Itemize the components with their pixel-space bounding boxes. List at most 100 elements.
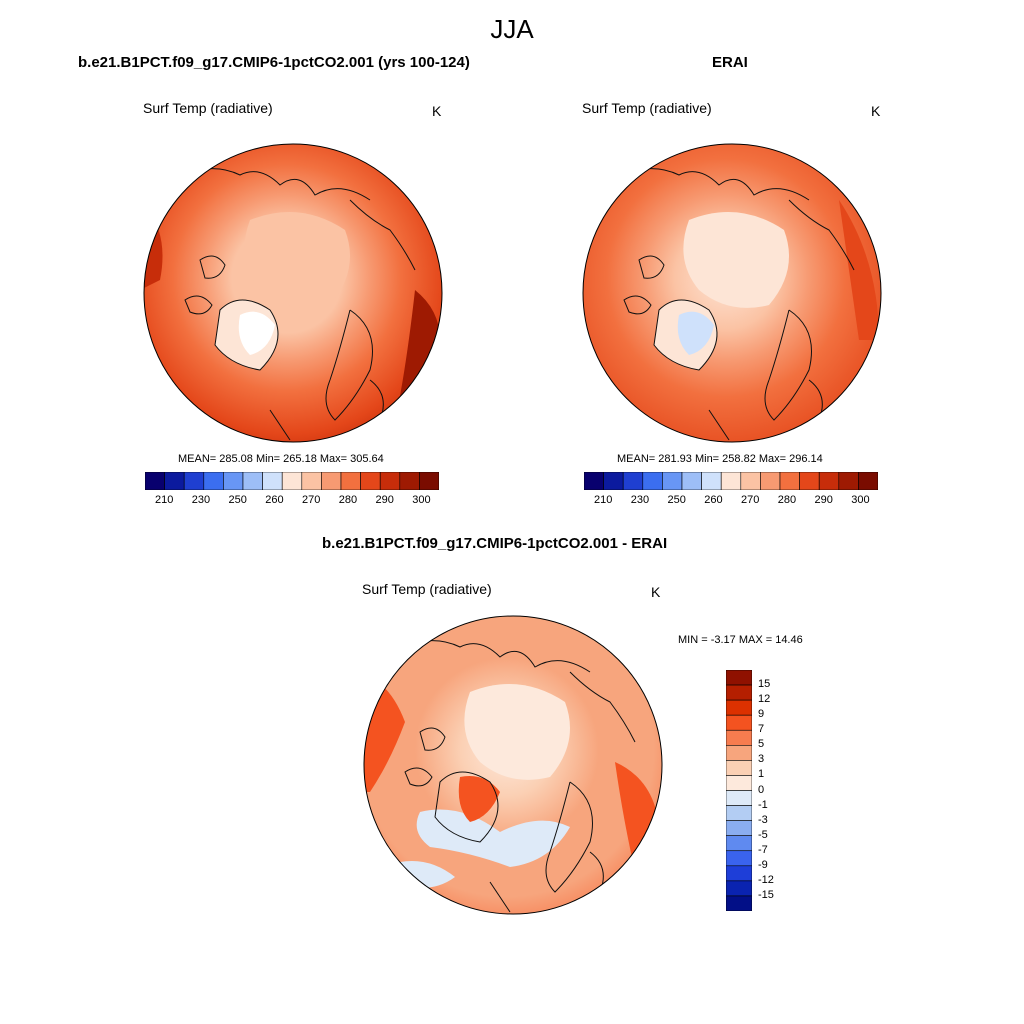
diff-colorbar-swatch — [726, 670, 752, 686]
diff-colorbar-swatch — [726, 820, 752, 836]
erai-units-label: K — [871, 103, 881, 119]
model-colorbar-swatch — [242, 472, 263, 490]
model-variable-label: Surf Temp (radiative) — [143, 100, 273, 116]
erai-colorbar-swatch — [799, 472, 820, 490]
model-colorbar-swatch — [321, 472, 342, 490]
model-colorbar-swatch — [399, 472, 420, 490]
model-warm-region-west — [144, 200, 163, 290]
diff-cool-region — [416, 809, 570, 867]
erai-colorbar-swatch — [818, 472, 840, 490]
diff-colorbar-swatch — [726, 880, 752, 897]
diff-units-label: K — [651, 584, 661, 600]
erai-colorbar-ticks: 210 230 250 260 270 280 290 300 — [584, 494, 878, 508]
diff-colorbar-tick: 3 — [758, 753, 765, 766]
diff-colorbar-tick: 0 — [758, 783, 765, 796]
diff-colorbar-tick: -9 — [758, 858, 768, 871]
erai-colorbar-tick: 270 — [741, 494, 760, 506]
model-arctic-ocean — [244, 212, 350, 308]
diff-panel-heading: b.e21.B1PCT.f09_g17.CMIP6-1pctCO2.001 - … — [322, 535, 668, 552]
erai-colorbar-tick: 290 — [814, 494, 833, 506]
erai-map-border — [582, 143, 882, 443]
model-colorbar-ticks: 210 230 250 260 270 280 290 300 — [145, 494, 439, 508]
erai-colorbar-swatch — [701, 472, 722, 490]
model-colorbar-swatch — [281, 472, 303, 490]
model-colorbar-tick: 210 — [155, 494, 174, 506]
model-colorbar-tick: 260 — [265, 494, 284, 506]
erai-colorbar-tick: 260 — [704, 494, 723, 506]
diff-colorbar-swatch — [726, 835, 752, 852]
diff-colorbar-tick: -3 — [758, 813, 768, 826]
model-stats-label: MEAN= 285.08 Min= 265.18 Max= 305.64 — [178, 453, 384, 465]
erai-colorbar-swatch — [584, 472, 604, 490]
model-polar-map — [143, 143, 443, 443]
model-colorbar-swatch — [183, 472, 205, 490]
erai-colorbar-swatch — [681, 472, 702, 490]
erai-colorbar-swatch — [779, 472, 800, 490]
model-coastlines — [169, 168, 416, 441]
diff-colorbar-tick: 5 — [758, 738, 765, 751]
diff-colorbar-tick: -5 — [758, 828, 768, 841]
diff-variable-label: Surf Temp (radiative) — [362, 581, 492, 597]
diff-arctic-ocean — [464, 684, 570, 780]
diff-colorbar-swatch — [726, 775, 752, 791]
diff-colorbar-tick: -15 — [758, 888, 774, 901]
erai-colorbar-swatch — [622, 472, 644, 490]
diff-colorbar-swatch — [726, 805, 752, 821]
diff-colorbar-swatch — [726, 790, 752, 806]
erai-colorbar — [584, 472, 878, 490]
erai-polar-map — [582, 143, 882, 443]
diff-colorbar-tick: 1 — [758, 768, 765, 781]
diff-colorbar-swatch — [726, 699, 752, 716]
erai-colorbar-swatch — [760, 472, 781, 490]
erai-colorbar-tick: 230 — [630, 494, 650, 506]
model-colorbar-swatch — [203, 472, 224, 490]
erai-colorbar-swatch — [662, 472, 683, 490]
erai-colorbar-swatch — [740, 472, 761, 490]
diff-colorbar-swatch — [726, 865, 752, 882]
erai-colorbar-swatch — [858, 472, 878, 490]
erai-colorbar-swatch — [720, 472, 742, 490]
diff-stats-label: MIN = -3.17 MAX = 14.46 — [678, 634, 803, 646]
model-colorbar-tick: 230 — [191, 494, 211, 506]
model-colorbar-swatch — [145, 472, 165, 490]
model-colorbar-tick: 250 — [228, 494, 247, 506]
diff-colorbar-swatch — [726, 895, 752, 911]
erai-colorbar-tick: 280 — [777, 494, 797, 506]
model-map-border — [143, 143, 443, 443]
model-colorbar-swatch — [223, 472, 244, 490]
model-colorbar-swatch — [164, 472, 185, 490]
model-units-label: K — [432, 103, 442, 119]
model-colorbar-swatch — [419, 472, 439, 490]
diff-colorbar-tick: -1 — [758, 798, 768, 811]
diff-colorbar-tick: 15 — [758, 678, 771, 691]
diff-polar-map — [363, 615, 663, 915]
model-colorbar-tick: 300 — [412, 494, 431, 506]
model-colorbar-swatch — [379, 472, 401, 490]
erai-stats-label: MEAN= 281.93 Min= 258.82 Max= 296.14 — [617, 453, 823, 465]
diff-map-border — [363, 615, 663, 915]
model-colorbar-swatch — [301, 472, 322, 490]
diff-coastlines — [389, 640, 636, 913]
model-colorbar-tick: 290 — [375, 494, 394, 506]
diff-colorbar-tick: -12 — [758, 873, 774, 886]
model-colorbar-swatch — [262, 472, 283, 490]
erai-arctic-ocean — [683, 212, 789, 308]
erai-panel-heading: ERAI — [712, 54, 748, 71]
diff-greenland-warm — [458, 776, 500, 822]
diff-colorbar-swatch — [726, 684, 752, 701]
diff-colorbar-swatch — [726, 760, 752, 776]
erai-colorbar-swatch — [838, 472, 859, 490]
diff-colorbar-tick: 7 — [758, 723, 765, 736]
diff-colorbar-swatch — [726, 850, 752, 867]
model-colorbar-tick: 280 — [338, 494, 358, 506]
erai-colorbar-tick: 300 — [851, 494, 870, 506]
erai-colorbar-tick: 250 — [667, 494, 686, 506]
model-greenland-core — [238, 311, 275, 355]
erai-colorbar-swatch — [603, 472, 624, 490]
erai-variable-label: Surf Temp (radiative) — [582, 100, 712, 116]
diff-colorbar-tick: 9 — [758, 708, 765, 721]
model-panel-heading: b.e21.B1PCT.f09_g17.CMIP6-1pctCO2.001 (y… — [78, 54, 470, 71]
erai-colorbar-swatch — [642, 472, 663, 490]
model-colorbar-swatch — [360, 472, 381, 490]
diff-colorbar-swatch — [726, 745, 752, 761]
